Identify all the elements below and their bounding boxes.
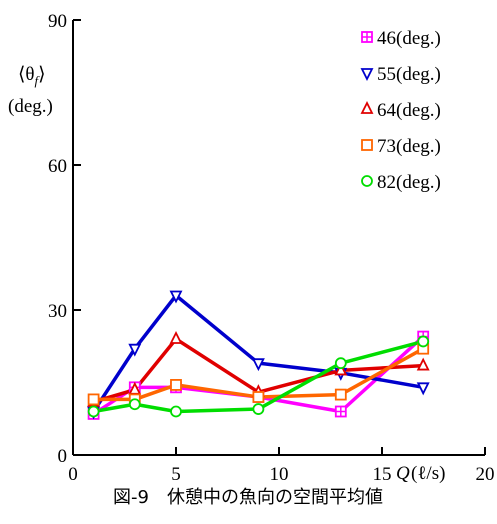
data-point: [334, 388, 347, 401]
y-tick-label: 60: [48, 156, 67, 177]
legend-label: 55(deg.): [377, 64, 441, 85]
x-axis-label: Q (ℓ/s): [396, 463, 445, 484]
data-point: [334, 362, 348, 376]
series-markers: [87, 290, 430, 420]
x-axis-label-q: Q: [396, 463, 410, 484]
legend-item: 64(deg.): [360, 100, 441, 121]
legend-label: 73(deg.): [377, 136, 441, 157]
legend-item: 46(deg.): [361, 28, 441, 49]
data-point: [361, 31, 373, 43]
legend-item: 55(deg.): [360, 64, 441, 85]
data-point: [361, 139, 373, 151]
figure-caption: 図-9 休憩中の魚向の空間平均値: [113, 487, 383, 508]
data-point: [251, 358, 265, 372]
series-line-2: [93, 337, 424, 404]
series-lines: [92, 293, 425, 416]
data-point: [360, 68, 374, 82]
series-line-3: [93, 347, 425, 402]
legend-item: 73(deg.): [361, 136, 441, 157]
x-axis-label-unit: (ℓ/s): [411, 463, 445, 484]
x-tick-label: 10: [270, 464, 289, 485]
data-point: [361, 175, 373, 187]
legend-label: 64(deg.): [377, 100, 441, 121]
data-point: [128, 398, 141, 411]
data-point: [252, 403, 265, 415]
series-line-4: [93, 339, 424, 414]
data-point: [252, 391, 265, 403]
data-point: [87, 405, 100, 418]
y-tick-label: 0: [58, 446, 68, 467]
data-point: [87, 393, 100, 406]
ticks: 0 30 60 90 0 5 10 15 20: [48, 11, 495, 485]
x-tick-label: 15: [373, 464, 392, 485]
data-point: [128, 343, 142, 357]
data-point: [416, 382, 430, 396]
legend-item: 82(deg.): [361, 172, 441, 193]
y-tick-label: 90: [48, 11, 67, 32]
y-axis-label: ⟨θf⟩ (deg.): [8, 64, 53, 117]
data-point: [416, 357, 430, 371]
data-point: [169, 290, 183, 304]
y-tick-label: 30: [48, 301, 67, 322]
legend-label: 82(deg.): [377, 172, 441, 193]
data-point: [170, 379, 182, 391]
data-point: [334, 405, 347, 418]
x-tick-label: 0: [68, 464, 78, 485]
legend: 46(deg.) 55(deg.) 64(deg.) 73(deg.) 82(deg.): [360, 28, 441, 193]
data-point: [417, 335, 430, 348]
x-tick-label: 5: [171, 464, 181, 485]
x-tick-label: 20: [476, 464, 495, 485]
data-point: [360, 100, 374, 114]
data-point: [169, 330, 183, 344]
y-axis-label-line2: (deg.): [8, 96, 53, 117]
y-axis-label-line1: ⟨θf⟩: [18, 64, 46, 88]
data-point: [334, 357, 347, 370]
legend-label: 46(deg.): [377, 28, 441, 49]
data-point: [170, 405, 182, 418]
series-line-1: [92, 293, 424, 413]
